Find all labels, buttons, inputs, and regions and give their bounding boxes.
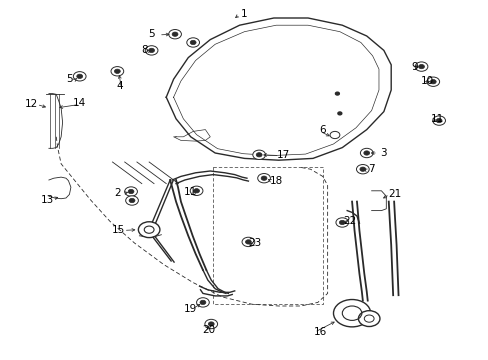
Circle shape <box>193 189 199 193</box>
Text: 18: 18 <box>269 176 283 186</box>
Circle shape <box>111 67 123 76</box>
Circle shape <box>256 153 262 157</box>
Text: 21: 21 <box>387 189 401 199</box>
Text: 14: 14 <box>72 98 86 108</box>
Circle shape <box>128 189 134 194</box>
Circle shape <box>261 176 266 180</box>
Circle shape <box>124 187 137 196</box>
Circle shape <box>429 80 435 84</box>
Circle shape <box>73 72 86 81</box>
Circle shape <box>335 92 339 95</box>
Circle shape <box>335 218 348 227</box>
Text: 5: 5 <box>148 29 155 39</box>
Text: 19: 19 <box>183 304 197 314</box>
Text: 8: 8 <box>141 45 147 55</box>
Text: 11: 11 <box>183 187 197 197</box>
Circle shape <box>363 151 369 155</box>
Text: 20: 20 <box>203 325 215 336</box>
Text: 4: 4 <box>116 81 123 91</box>
Circle shape <box>204 319 217 329</box>
Circle shape <box>200 300 205 305</box>
Circle shape <box>172 32 178 36</box>
Circle shape <box>114 69 120 73</box>
Circle shape <box>190 186 203 195</box>
Circle shape <box>333 300 370 327</box>
Circle shape <box>257 174 270 183</box>
Text: 17: 17 <box>276 150 290 160</box>
Circle shape <box>208 322 214 326</box>
Circle shape <box>245 240 251 244</box>
Circle shape <box>356 165 368 174</box>
Circle shape <box>138 222 160 238</box>
Text: 16: 16 <box>313 327 326 337</box>
Circle shape <box>360 148 372 158</box>
Circle shape <box>252 150 265 159</box>
Circle shape <box>190 40 196 45</box>
Text: 5: 5 <box>66 74 73 84</box>
Circle shape <box>414 62 427 71</box>
Text: 2: 2 <box>114 188 121 198</box>
Text: 23: 23 <box>248 238 262 248</box>
Text: 15: 15 <box>111 225 125 235</box>
Text: 22: 22 <box>342 216 356 226</box>
Circle shape <box>186 38 199 47</box>
Text: 6: 6 <box>319 125 325 135</box>
Circle shape <box>129 198 135 203</box>
Circle shape <box>358 311 379 327</box>
Circle shape <box>418 64 424 69</box>
Text: 7: 7 <box>367 164 374 174</box>
Text: 3: 3 <box>380 148 386 158</box>
Text: 1: 1 <box>241 9 247 19</box>
Circle shape <box>242 237 254 247</box>
Circle shape <box>339 220 345 225</box>
Text: 13: 13 <box>41 195 55 205</box>
Text: 9: 9 <box>410 62 417 72</box>
Text: 12: 12 <box>25 99 39 109</box>
Circle shape <box>145 46 158 55</box>
Circle shape <box>77 74 82 78</box>
Circle shape <box>168 30 181 39</box>
Text: 10: 10 <box>421 76 433 86</box>
Circle shape <box>125 196 138 205</box>
Circle shape <box>196 298 209 307</box>
Circle shape <box>435 118 441 123</box>
Circle shape <box>432 116 445 125</box>
Circle shape <box>337 112 341 115</box>
Circle shape <box>148 48 154 53</box>
Circle shape <box>359 167 365 171</box>
Circle shape <box>426 77 439 86</box>
Text: 11: 11 <box>430 114 444 124</box>
